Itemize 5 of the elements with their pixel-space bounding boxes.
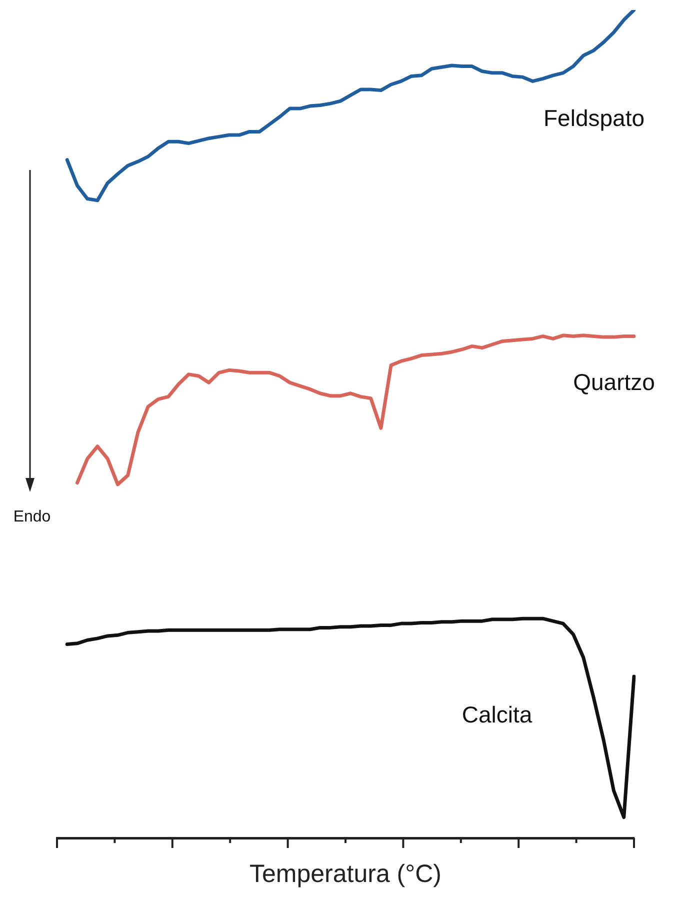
series-label: Quartzo — [573, 369, 655, 396]
series-label: Feldspato — [543, 104, 645, 131]
text: Endo — [13, 508, 51, 526]
text: Calcita — [462, 701, 532, 728]
x-axis-title: Temperatura (°C) — [250, 860, 442, 888]
